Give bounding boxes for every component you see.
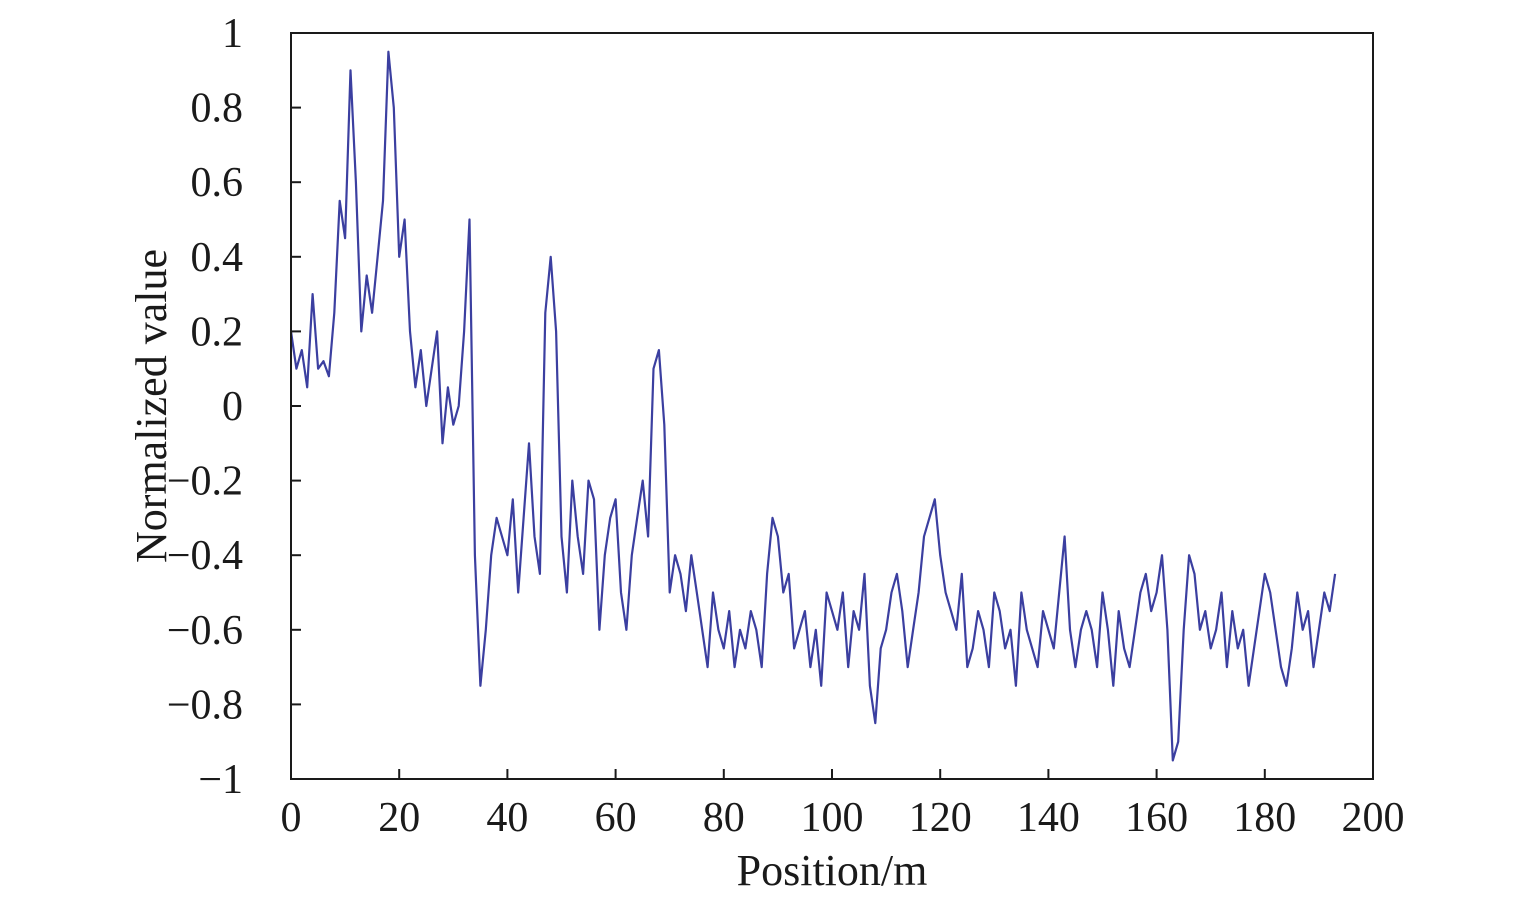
y-tick-label: 0.2 [191, 309, 244, 355]
x-tick-label: 20 [378, 795, 420, 841]
series-layer [291, 50, 1337, 762]
y-tick-label: 0.8 [191, 86, 244, 132]
y-axis-label: Normalized value [127, 249, 176, 563]
x-tick-label: 100 [801, 795, 864, 841]
series-line-0 [291, 50, 1337, 762]
x-axis-ticks: 0 20 40 60 80 100 120 140 160 180 200 [281, 769, 1405, 841]
x-tick-label: 160 [1125, 795, 1188, 841]
x-tick-label: 120 [909, 795, 972, 841]
y-tick-label: −1 [198, 757, 243, 803]
x-tick-label: 200 [1342, 795, 1405, 841]
x-tick-label: 180 [1233, 795, 1296, 841]
y-tick-label: −0.6 [167, 608, 243, 654]
x-tick-label: 40 [486, 795, 528, 841]
x-axis-label: Position/m [737, 846, 928, 895]
y-axis-ticks: 1 0.8 0.6 0.4 0.2 0 −0.2 −0.4 −0.6 −0.8 −1 [167, 11, 301, 803]
y-tick-label: 0 [222, 384, 243, 430]
x-tick-label: 80 [703, 795, 745, 841]
x-tick-label: 140 [1017, 795, 1080, 841]
y-tick-label: −0.4 [167, 533, 243, 579]
plot-frame [290, 32, 1374, 780]
y-tick-label: −0.8 [167, 682, 243, 728]
x-tick-label: 60 [595, 795, 637, 841]
x-tick-label: 0 [281, 795, 302, 841]
y-tick-label: 0.4 [191, 235, 244, 281]
y-tick-label: −0.2 [167, 459, 243, 505]
y-tick-label: 0.6 [191, 160, 244, 206]
y-tick-label: 1 [222, 11, 243, 57]
